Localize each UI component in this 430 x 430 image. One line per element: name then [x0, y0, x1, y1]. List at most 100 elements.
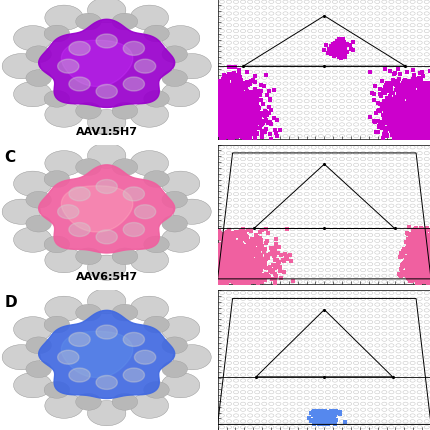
- Point: [393, 129, 400, 136]
- Point: [231, 242, 238, 249]
- Point: [221, 238, 228, 245]
- Point: [223, 264, 230, 271]
- Point: [233, 99, 240, 106]
- Point: [231, 114, 238, 121]
- Point: [414, 245, 421, 252]
- Point: [223, 127, 230, 134]
- Point: [406, 264, 413, 271]
- Point: [412, 253, 419, 260]
- Point: [252, 89, 259, 95]
- Point: [421, 121, 428, 128]
- Point: [324, 414, 331, 421]
- Point: [230, 108, 237, 115]
- Point: [391, 116, 398, 123]
- Point: [216, 267, 223, 274]
- Point: [266, 251, 273, 258]
- Point: [225, 115, 232, 122]
- Point: [215, 117, 222, 124]
- Point: [404, 118, 411, 125]
- Point: [420, 117, 427, 124]
- Point: [247, 254, 254, 261]
- Polygon shape: [162, 47, 187, 64]
- Point: [221, 261, 228, 267]
- Point: [413, 252, 420, 259]
- Point: [422, 133, 429, 140]
- Point: [228, 111, 235, 118]
- Point: [422, 261, 429, 268]
- Point: [228, 265, 235, 272]
- Point: [405, 99, 412, 106]
- Point: [224, 277, 231, 284]
- Point: [225, 267, 232, 274]
- Point: [261, 264, 268, 271]
- Point: [253, 94, 260, 101]
- Point: [254, 256, 261, 263]
- Point: [410, 249, 417, 256]
- Point: [395, 271, 402, 278]
- Point: [240, 276, 247, 283]
- Point: [421, 254, 427, 261]
- Point: [324, 417, 331, 424]
- Point: [376, 108, 383, 115]
- Point: [224, 121, 231, 128]
- Point: [226, 128, 233, 135]
- Point: [229, 135, 236, 142]
- Point: [220, 73, 227, 80]
- Point: [419, 264, 426, 270]
- Point: [404, 125, 411, 132]
- Point: [230, 267, 237, 273]
- Polygon shape: [172, 55, 211, 80]
- Point: [242, 261, 249, 268]
- Point: [417, 264, 424, 271]
- Point: [222, 105, 229, 112]
- Point: [234, 270, 241, 276]
- Point: [225, 99, 232, 106]
- Point: [415, 259, 421, 266]
- Point: [218, 92, 225, 99]
- Point: [409, 118, 416, 125]
- Point: [424, 108, 430, 115]
- Point: [395, 116, 402, 123]
- Point: [392, 117, 399, 124]
- Point: [221, 104, 228, 111]
- Point: [393, 89, 400, 96]
- Point: [424, 264, 430, 270]
- Point: [241, 126, 248, 133]
- Point: [426, 84, 430, 91]
- Point: [263, 238, 270, 245]
- Point: [419, 264, 426, 271]
- Point: [408, 85, 415, 92]
- Point: [335, 54, 342, 61]
- Point: [403, 126, 410, 133]
- Point: [235, 273, 242, 280]
- Point: [222, 114, 229, 120]
- Point: [422, 239, 429, 246]
- Point: [315, 417, 322, 424]
- Point: [329, 51, 335, 58]
- Point: [420, 84, 427, 91]
- Point: [416, 255, 423, 262]
- Point: [317, 419, 324, 426]
- Point: [411, 100, 418, 107]
- Point: [424, 269, 430, 276]
- Point: [411, 271, 418, 278]
- Point: [248, 258, 255, 265]
- Point: [334, 45, 341, 52]
- Point: [255, 115, 262, 122]
- Point: [224, 249, 231, 256]
- Point: [240, 124, 246, 131]
- Point: [396, 131, 402, 138]
- Point: [396, 135, 402, 141]
- Point: [272, 262, 279, 269]
- Point: [254, 248, 261, 255]
- Point: [229, 105, 236, 112]
- Point: [405, 103, 412, 110]
- Point: [402, 122, 409, 129]
- Polygon shape: [45, 296, 83, 322]
- Point: [416, 253, 423, 260]
- Point: [409, 121, 416, 128]
- Point: [224, 270, 231, 276]
- Point: [263, 270, 270, 277]
- Point: [326, 410, 333, 417]
- Point: [422, 253, 429, 260]
